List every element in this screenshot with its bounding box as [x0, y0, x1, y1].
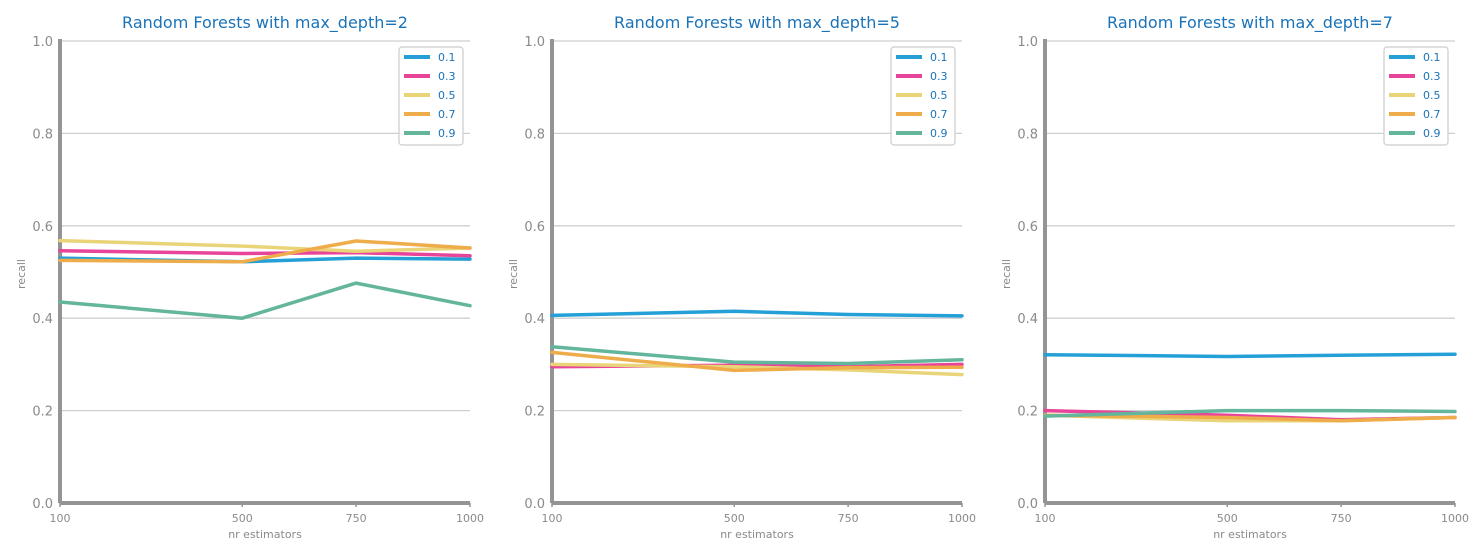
legend-label: 0.3 [438, 70, 456, 83]
y-tick-label: 0.6 [1017, 220, 1038, 235]
y-tick-label: 0.0 [32, 497, 53, 512]
legend-label: 0.5 [1423, 89, 1441, 102]
legend-label: 0.5 [930, 89, 948, 102]
legend-label: 0.7 [930, 108, 948, 121]
y-tick-label: 0.2 [524, 405, 545, 420]
y-axis-label: recall [507, 259, 520, 289]
y-tick-label: 0.6 [32, 220, 53, 235]
series-line-0-5 [58, 238, 472, 253]
x-axis-label: nr estimators [1213, 528, 1287, 541]
y-tick-label: 0.2 [32, 405, 53, 420]
legend-box [890, 46, 956, 146]
y-tick-label: 0.4 [524, 312, 545, 327]
chart-title: Random Forests with max_depth=2 [122, 13, 408, 33]
y-axis-label: recall [15, 259, 28, 289]
legend-label: 0.1 [438, 51, 456, 64]
x-tick-label: 500 [232, 512, 253, 525]
y-tick-label: 1.0 [1017, 35, 1038, 50]
x-tick-label: 750 [1331, 512, 1352, 525]
y-tick-label: 1.0 [524, 35, 545, 50]
x-tick-label: 750 [346, 512, 367, 525]
legend-label: 0.7 [1423, 108, 1441, 121]
legend-label: 0.7 [438, 108, 456, 121]
chart-title: Random Forests with max_depth=7 [1107, 13, 1393, 33]
legend-label: 0.9 [438, 127, 456, 140]
series-line-0-7 [550, 350, 964, 373]
series-line-0-9 [1043, 408, 1457, 418]
legend-label: 0.9 [930, 127, 948, 140]
y-tick-label: 0.4 [32, 312, 53, 327]
series-line-0-7 [58, 239, 472, 264]
y-tick-label: 0.2 [1017, 405, 1038, 420]
x-tick-label: 500 [1217, 512, 1238, 525]
series-line-0-1 [1043, 352, 1457, 359]
legend-label: 0.5 [438, 89, 456, 102]
x-tick-label: 100 [542, 512, 563, 525]
chart-title: Random Forests with max_depth=5 [614, 13, 900, 33]
legend-label: 0.3 [930, 70, 948, 83]
y-tick-label: 0.8 [524, 127, 545, 142]
x-tick-label: 100 [1035, 512, 1056, 525]
series-line-0-9 [58, 281, 472, 320]
y-axis-label: recall [1000, 259, 1013, 289]
legend-label: 0.1 [1423, 51, 1441, 64]
series-line-0-7 [1043, 413, 1457, 423]
legend-box [398, 46, 464, 146]
y-tick-label: 0.8 [32, 127, 53, 142]
x-axis-label: nr estimators [228, 528, 302, 541]
y-tick-label: 0.4 [1017, 312, 1038, 327]
y-tick-label: 0.8 [1017, 127, 1038, 142]
x-tick-label: 100 [50, 512, 71, 525]
y-tick-label: 0.0 [1017, 497, 1038, 512]
x-tick-label: 1000 [948, 512, 976, 525]
legend-label: 0.1 [930, 51, 948, 64]
series-line-0-1 [550, 309, 964, 318]
y-tick-label: 0.0 [524, 497, 545, 512]
x-tick-label: 500 [724, 512, 745, 525]
y-tick-label: 0.6 [524, 220, 545, 235]
legend-box [1383, 46, 1449, 146]
series-line-0-9 [550, 345, 964, 366]
legend-label: 0.3 [1423, 70, 1441, 83]
x-axis-label: nr estimators [720, 528, 794, 541]
x-tick-label: 1000 [1441, 512, 1469, 525]
x-tick-label: 1000 [456, 512, 484, 525]
y-tick-label: 1.0 [32, 35, 53, 50]
x-tick-label: 750 [838, 512, 859, 525]
legend-label: 0.9 [1423, 127, 1441, 140]
